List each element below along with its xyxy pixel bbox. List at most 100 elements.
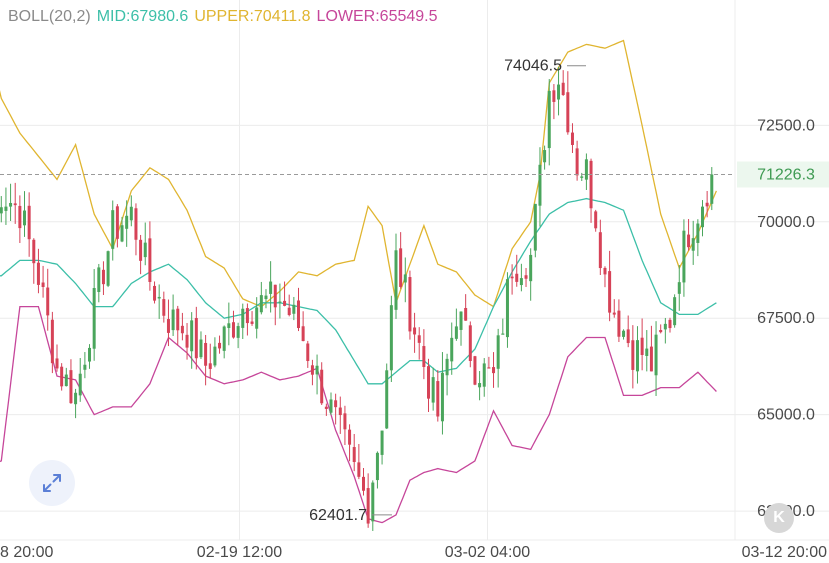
candle-body — [46, 287, 50, 316]
candle-body — [659, 330, 663, 333]
candle-body — [241, 308, 245, 328]
candle-body — [139, 239, 143, 261]
candle-body — [413, 327, 417, 335]
candle-body — [561, 82, 565, 95]
candle-body — [245, 308, 249, 324]
candle-body — [125, 215, 129, 229]
candle-body — [83, 364, 87, 370]
candle-body — [524, 275, 528, 279]
candle-body — [292, 304, 296, 314]
candle-body — [278, 301, 282, 303]
current-price-label: 71226.3 — [757, 166, 815, 183]
x-tick-label: 03-02 04:00 — [445, 544, 531, 561]
boll-legend: BOLL(20,2) MID:67980.6 UPPER:70411.8 LOWER:… — [8, 8, 444, 26]
y-tick-label: 70000.0 — [757, 214, 815, 231]
expand-button[interactable] — [29, 460, 75, 506]
candle-body — [171, 309, 175, 331]
lower-band-line — [0, 305, 717, 524]
candle-body — [445, 358, 449, 376]
candle-body — [673, 297, 677, 326]
candle-body — [185, 334, 189, 348]
candle-body — [575, 148, 579, 176]
candle-body — [362, 476, 365, 491]
legend-lower: LOWER:65549.5 — [316, 8, 438, 25]
candle-body — [352, 447, 356, 463]
candle-body — [478, 383, 482, 388]
candle-body — [324, 406, 328, 409]
candle-body — [199, 339, 203, 358]
candle-body — [176, 308, 180, 331]
candle-body — [427, 366, 431, 399]
legend-indicator: BOLL(20,2) — [8, 8, 91, 25]
candle-body — [710, 174, 714, 204]
candle-body — [631, 340, 635, 370]
candle-body — [315, 365, 319, 375]
candle-body — [543, 150, 547, 163]
expand-icon — [43, 474, 61, 492]
candle-body — [654, 334, 658, 376]
candle-body — [612, 312, 616, 315]
candle-body — [148, 238, 152, 282]
candle-body — [357, 462, 361, 477]
candle-body — [64, 374, 68, 387]
candle-body — [301, 326, 305, 342]
candle-body — [129, 206, 133, 221]
candle-body — [510, 276, 514, 279]
x-tick-label: 02-19 12:00 — [197, 544, 283, 561]
candle-body — [348, 429, 352, 445]
candle-body — [482, 363, 486, 387]
candle-body — [626, 329, 630, 344]
candle-body — [41, 282, 45, 287]
legend-mid: MID:67980.6 — [96, 8, 189, 25]
candle-body — [700, 206, 704, 228]
y-tick-label: 67500.0 — [757, 310, 815, 327]
candle-body — [338, 407, 342, 416]
x-tick-label: 03-12 20:00 — [742, 544, 828, 561]
candle-body — [640, 337, 644, 355]
candle-body — [306, 343, 310, 362]
candle-body — [436, 381, 440, 417]
candle-body — [218, 342, 222, 349]
candle-body — [496, 335, 500, 369]
y-tick-label: 65000.0 — [757, 407, 815, 424]
candle-body — [464, 308, 468, 321]
candle-body — [180, 325, 184, 334]
candle-body — [529, 254, 533, 282]
candle-body — [106, 251, 110, 286]
candle-body — [505, 279, 509, 338]
candle-body — [287, 307, 291, 316]
candle-body — [208, 363, 212, 369]
candle-body — [97, 267, 101, 293]
candle-body — [547, 90, 551, 149]
mid-band-line — [0, 197, 717, 385]
candle-body — [399, 248, 403, 287]
candle-body — [269, 281, 273, 294]
candle-body — [153, 285, 157, 301]
candle-body — [380, 430, 384, 455]
candle-body — [255, 307, 259, 329]
candle-body — [566, 92, 570, 133]
candle-body — [473, 356, 477, 385]
candle-body — [663, 323, 667, 330]
candle-body — [598, 232, 602, 269]
candle-body — [273, 284, 277, 308]
candle-body — [69, 370, 73, 404]
candle-body — [696, 223, 700, 243]
candle-body — [533, 203, 537, 251]
candle-body — [515, 273, 519, 282]
candle-body — [78, 373, 82, 396]
candle-body — [134, 208, 138, 240]
candle-body — [259, 295, 263, 313]
candle-body — [394, 250, 398, 310]
candle-body — [32, 239, 36, 264]
candle-body — [213, 346, 217, 366]
candle-body — [227, 323, 231, 328]
candle-body — [60, 366, 64, 387]
candle-body — [296, 300, 300, 329]
watermark-logo: K — [764, 503, 794, 533]
candle-body — [594, 211, 598, 229]
candle-body — [501, 333, 505, 335]
candle-body — [27, 205, 31, 240]
candle-body — [343, 413, 347, 430]
